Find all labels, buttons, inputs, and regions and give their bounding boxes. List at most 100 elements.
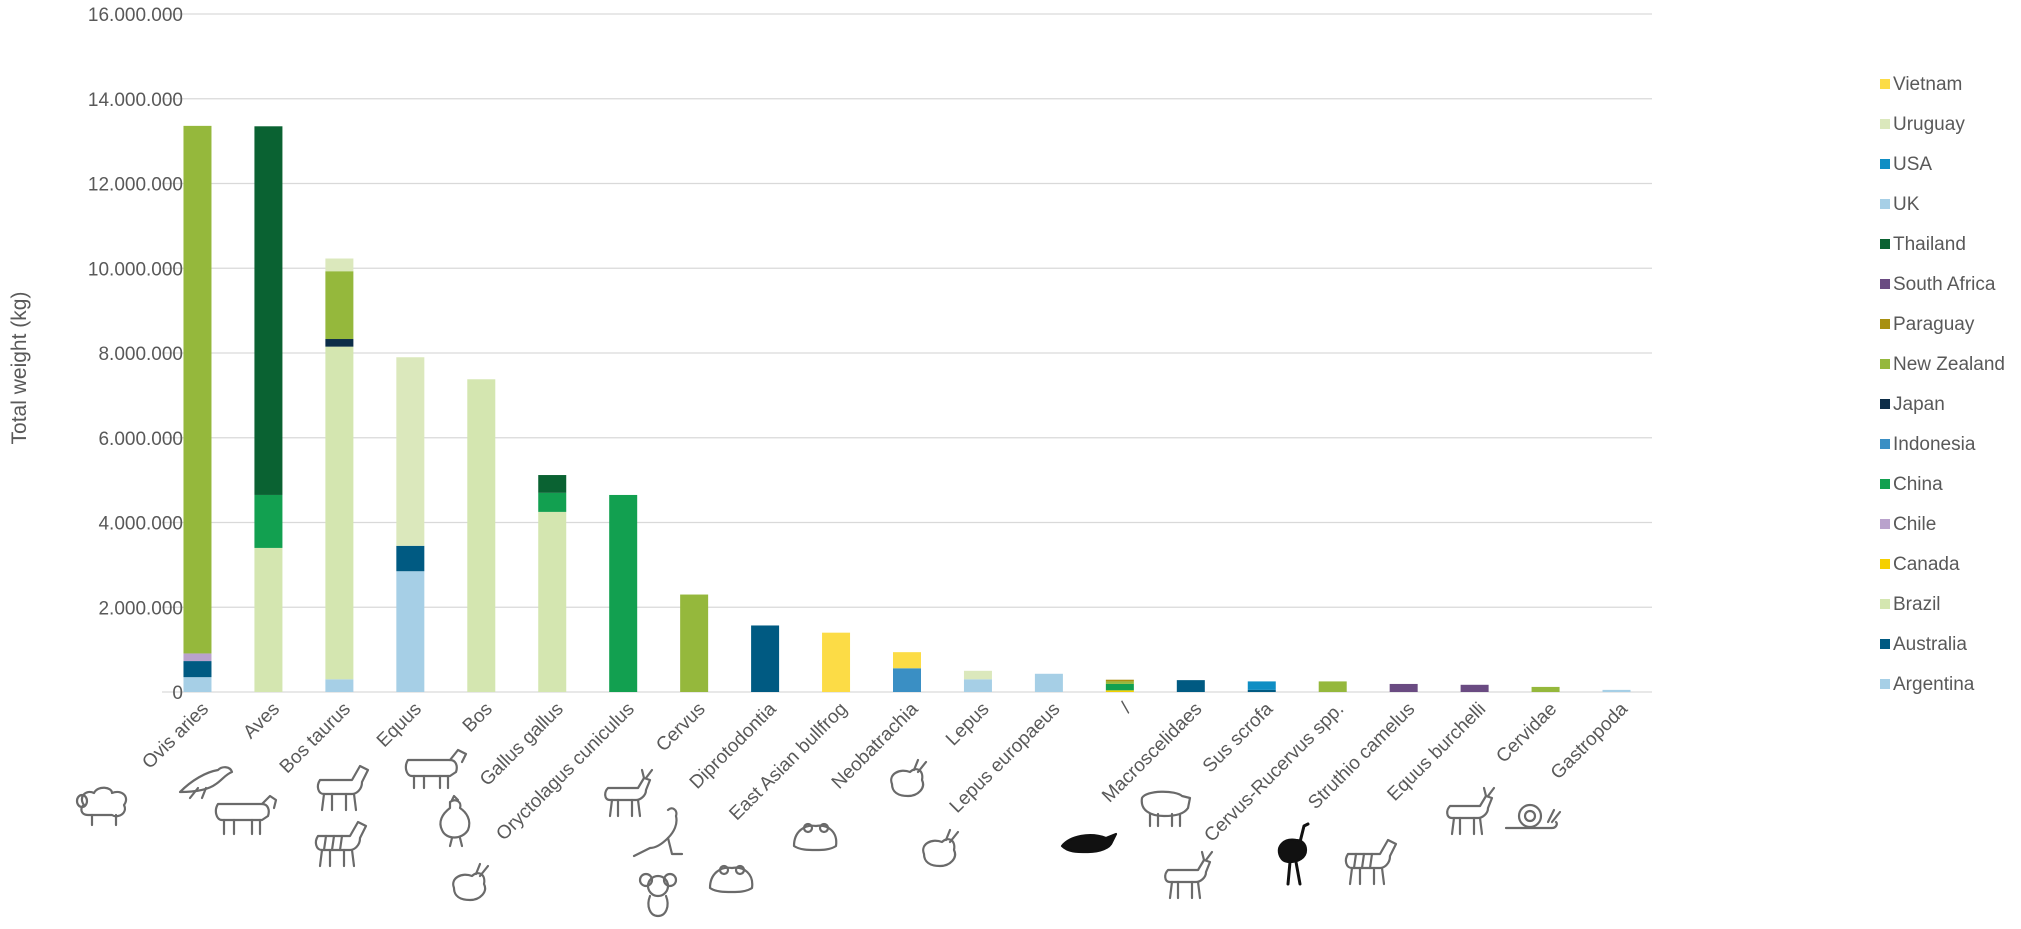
legend-swatch [1880, 439, 1890, 449]
category-label: Bos taurus [276, 699, 355, 778]
pig-icon [1140, 790, 1192, 828]
deer-icon [604, 768, 654, 818]
legend-swatch [1880, 399, 1890, 409]
category-label: / [1117, 698, 1136, 717]
rabbit-icon [890, 758, 928, 798]
ostrich-icon [1277, 822, 1310, 886]
bars [183, 125, 1631, 692]
y-tick-label: 0 [172, 683, 183, 704]
y-tick-label: 10.000.000 [88, 259, 183, 280]
bar-segment [538, 475, 567, 493]
bar-segment [183, 661, 212, 678]
legend-label: Brazil [1893, 594, 1941, 615]
frog-icon [792, 822, 838, 852]
y-axis-label: Total weight (kg) [8, 292, 31, 445]
bar-segment [1460, 684, 1489, 692]
bull-icon [404, 748, 468, 790]
legend-label: Japan [1893, 394, 1945, 415]
y-tick-label: 4.000.000 [98, 514, 183, 535]
bar-segment [538, 511, 567, 692]
snail-icon [1504, 803, 1562, 830]
rabbit-icon [452, 862, 490, 902]
category-label: East Asian bullfrog [725, 699, 851, 825]
bar-segment [1602, 689, 1631, 692]
category-label: Macroscelidaes [1098, 699, 1206, 807]
legend-label: Uruguay [1893, 114, 1965, 135]
bar-segment [1531, 686, 1560, 692]
bar-segment [1389, 683, 1418, 692]
bar-segment [325, 271, 354, 340]
rooster-icon [439, 794, 471, 848]
bar-segment [396, 571, 425, 692]
category-label: Cervus-Rucervus spp. [1200, 699, 1348, 847]
bar-segment [467, 379, 496, 692]
zebra-icon [1344, 838, 1398, 886]
bar-segment [396, 545, 425, 572]
deer-icon [1446, 786, 1496, 836]
y-tick-label: 6.000.000 [98, 429, 183, 450]
legend-label: Chile [1893, 514, 1936, 535]
bar-segment [183, 677, 212, 692]
y-tick-label: 12.000.000 [88, 175, 183, 196]
bar-segment [325, 679, 354, 692]
category-label: Cervus [652, 699, 709, 756]
bar-segment [183, 125, 212, 654]
bar-segment [254, 494, 283, 548]
bar-segment [1247, 689, 1276, 692]
bar-segment [1105, 690, 1134, 692]
legend-swatch [1880, 79, 1890, 89]
bar-segment [1247, 681, 1276, 690]
bar-segment [396, 357, 425, 546]
bar-segment [1105, 683, 1134, 691]
y-tick-label: 2.000.000 [98, 598, 183, 619]
bar-segment [183, 653, 212, 662]
gridlines [162, 13, 1652, 693]
legend-label: Vietnam [1893, 74, 1962, 95]
horse-icon [316, 764, 370, 812]
legend-label: Canada [1893, 554, 1960, 575]
legend-label: New Zealand [1893, 354, 2005, 375]
deer-icon [1164, 850, 1214, 900]
legend-label: Paraguay [1893, 314, 1975, 335]
legend-label: China [1893, 474, 1943, 495]
bar-segment [893, 652, 921, 669]
bird-icon [178, 766, 234, 800]
legend-label: Argentina [1893, 674, 1975, 695]
animal-icons [75, 748, 1562, 918]
category-label: Equus [373, 699, 426, 752]
legend-swatch [1880, 199, 1890, 209]
bar-segment [1105, 679, 1134, 682]
legend-label: UK [1893, 194, 1920, 215]
legend: Vietnam Uruguay USA UK Thailand South Africa P… [1880, 74, 2005, 695]
category-label: Ovis aries [138, 699, 213, 774]
bar-segment [1176, 680, 1205, 692]
category-label: Aves [239, 699, 283, 743]
bar-segment [325, 339, 354, 347]
category-label: Gastropoda [1547, 698, 1632, 783]
legend-swatch [1880, 679, 1890, 689]
zebra-icon [314, 820, 368, 868]
bar-segment [680, 594, 709, 692]
bar-segment [254, 547, 283, 692]
legend-swatch [1880, 479, 1890, 489]
cow-icon [214, 794, 278, 836]
hare-icon [922, 828, 960, 868]
bar-segment [1105, 681, 1134, 684]
bar-segment [963, 670, 992, 680]
shrew-icon [1060, 832, 1118, 854]
legend-label: Thailand [1893, 234, 1966, 255]
y-tick-label: 8.000.000 [98, 344, 183, 365]
legend-swatch [1880, 599, 1890, 609]
legend-swatch [1880, 239, 1890, 249]
bar-segment [609, 494, 638, 692]
legend-label: Australia [1893, 634, 1967, 655]
legend-swatch [1880, 119, 1890, 129]
legend-swatch [1880, 559, 1890, 569]
bar-segment [751, 625, 780, 692]
bar-segment [822, 632, 851, 692]
legend-swatch [1880, 279, 1890, 289]
legend-label: Indonesia [1893, 434, 1976, 455]
legend-label: USA [1893, 154, 1932, 175]
bar-segment [538, 492, 567, 512]
